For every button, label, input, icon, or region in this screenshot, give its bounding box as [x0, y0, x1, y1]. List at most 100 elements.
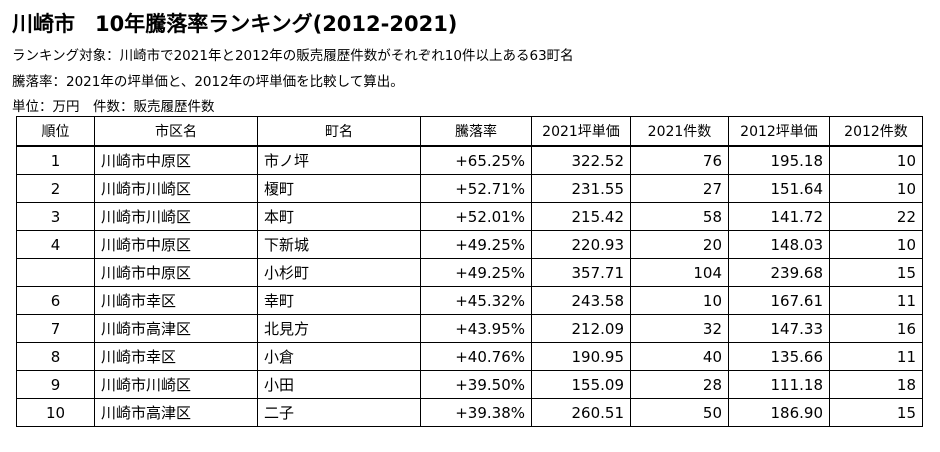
cell-2012-count: 10 — [829, 174, 923, 203]
cell-ward: 川崎市川崎区 — [94, 370, 258, 399]
cell-ward: 川崎市川崎区 — [94, 202, 258, 231]
cell-ward: 川崎市幸区 — [94, 286, 258, 315]
cell-2012-unit-price: 135.66 — [728, 342, 830, 371]
cell-town: 幸町 — [257, 286, 421, 315]
cell-ward: 川崎市幸区 — [94, 342, 258, 371]
cell-town: 小田 — [257, 370, 421, 399]
cell-2021-count: 10 — [630, 286, 729, 315]
cell-2021-unit-price: 357.71 — [531, 258, 631, 287]
cell-2012-count: 16 — [829, 314, 923, 343]
cell-town: 小倉 — [257, 342, 421, 371]
table-row: 3 川崎市川崎区 本町 +52.01% 215.42 58 141.72 22 — [16, 202, 923, 231]
cell-change-rate: +43.95% — [420, 314, 532, 343]
cell-2012-count: 11 — [829, 286, 923, 315]
cell-2021-unit-price: 190.95 — [531, 342, 631, 371]
table-row: 4 川崎市中原区 下新城 +49.25% 220.93 20 148.03 10 — [16, 230, 923, 259]
cell-2012-unit-price: 167.61 — [728, 286, 830, 315]
cell-2021-count: 27 — [630, 174, 729, 203]
cell-ward: 川崎市中原区 — [94, 258, 258, 287]
header-town: 町名 — [257, 116, 421, 147]
table-body: 1 川崎市中原区 市ノ坪 +65.25% 322.52 76 195.18 10 2 川崎市川崎区… — [16, 145, 923, 427]
cell-change-rate: +49.25% — [420, 258, 532, 287]
cell-2021-unit-price: 260.51 — [531, 398, 631, 427]
cell-2021-count: 40 — [630, 342, 729, 371]
cell-2012-unit-price: 111.18 — [728, 370, 830, 399]
table-row: 9 川崎市川崎区 小田 +39.50% 155.09 28 111.18 18 — [16, 370, 923, 399]
header-ward: 市区名 — [94, 116, 258, 147]
cell-2021-unit-price: 322.52 — [531, 145, 631, 175]
cell-2012-count: 15 — [829, 258, 923, 287]
cell-rank: 8 — [16, 342, 95, 371]
cell-rank — [16, 258, 95, 287]
cell-change-rate: +49.25% — [420, 230, 532, 259]
cell-2012-unit-price: 147.33 — [728, 314, 830, 343]
header-2012-unit-price: 2012坪単価 — [728, 116, 830, 147]
cell-2021-unit-price: 220.93 — [531, 230, 631, 259]
note-change-rate: 騰落率：2021年の坪単価と、2012年の坪単価を比較して算出。 — [12, 74, 404, 90]
cell-change-rate: +52.01% — [420, 202, 532, 231]
cell-town: 小杉町 — [257, 258, 421, 287]
header-change-rate: 騰落率 — [420, 116, 532, 147]
cell-town: 榎町 — [257, 174, 421, 203]
cell-2012-unit-price: 186.90 — [728, 398, 830, 427]
table-row: 6 川崎市幸区 幸町 +45.32% 243.58 10 167.61 11 — [16, 286, 923, 315]
cell-2012-count: 10 — [829, 145, 923, 175]
table-row: 8 川崎市幸区 小倉 +40.76% 190.95 40 135.66 11 — [16, 342, 923, 371]
cell-town: 本町 — [257, 202, 421, 231]
note-ranking-target: ランキング対象：川崎市で2021年と2012年の販売履歴件数がそれぞれ10件以上… — [12, 48, 574, 64]
table-row: 川崎市中原区 小杉町 +49.25% 357.71 104 239.68 15 — [16, 258, 923, 287]
cell-2012-unit-price: 148.03 — [728, 230, 830, 259]
cell-rank: 3 — [16, 202, 95, 231]
cell-rank: 9 — [16, 370, 95, 399]
cell-2021-unit-price: 215.42 — [531, 202, 631, 231]
cell-ward: 川崎市高津区 — [94, 314, 258, 343]
cell-rank: 10 — [16, 398, 95, 427]
cell-ward: 川崎市川崎区 — [94, 174, 258, 203]
cell-change-rate: +65.25% — [420, 145, 532, 175]
cell-change-rate: +40.76% — [420, 342, 532, 371]
table-row: 1 川崎市中原区 市ノ坪 +65.25% 322.52 76 195.18 10 — [16, 145, 923, 175]
header-2012-count: 2012件数 — [829, 116, 923, 147]
cell-2021-count: 28 — [630, 370, 729, 399]
cell-2021-count: 32 — [630, 314, 729, 343]
cell-rank: 1 — [16, 145, 95, 175]
cell-2021-count: 20 — [630, 230, 729, 259]
table-header-row: 順位 市区名 町名 騰落率 2021坪単価 2021件数 2012坪単価 201… — [16, 116, 923, 147]
cell-rank: 2 — [16, 174, 95, 203]
cell-2021-unit-price: 243.58 — [531, 286, 631, 315]
cell-2021-count: 104 — [630, 258, 729, 287]
cell-2021-unit-price: 155.09 — [531, 370, 631, 399]
cell-rank: 7 — [16, 314, 95, 343]
cell-2012-unit-price: 239.68 — [728, 258, 830, 287]
cell-change-rate: +45.32% — [420, 286, 532, 315]
header-rank: 順位 — [16, 116, 95, 147]
cell-2021-count: 50 — [630, 398, 729, 427]
title-city: 川崎市 — [12, 12, 75, 36]
table-row: 10 川崎市高津区 二子 +39.38% 260.51 50 186.90 15 — [16, 398, 923, 427]
cell-2012-count: 10 — [829, 230, 923, 259]
cell-2012-count: 15 — [829, 398, 923, 427]
cell-change-rate: +39.50% — [420, 370, 532, 399]
table-row: 2 川崎市川崎区 榎町 +52.71% 231.55 27 151.64 10 — [16, 174, 923, 203]
header-2021-unit-price: 2021坪単価 — [531, 116, 631, 147]
ranking-table: 順位 市区名 町名 騰落率 2021坪単価 2021件数 2012坪単価 201… — [16, 116, 923, 427]
page-title: 川崎市 10年騰落率ランキング(2012-2021) — [12, 8, 457, 38]
cell-town: 市ノ坪 — [257, 145, 421, 175]
cell-2021-unit-price: 212.09 — [531, 314, 631, 343]
cell-ward: 川崎市中原区 — [94, 230, 258, 259]
cell-2012-count: 11 — [829, 342, 923, 371]
cell-rank: 6 — [16, 286, 95, 315]
cell-2021-count: 58 — [630, 202, 729, 231]
cell-2012-count: 22 — [829, 202, 923, 231]
cell-ward: 川崎市高津区 — [94, 398, 258, 427]
cell-2021-unit-price: 231.55 — [531, 174, 631, 203]
title-main: 10年騰落率ランキング(2012-2021) — [95, 12, 458, 36]
cell-town: 二子 — [257, 398, 421, 427]
cell-2012-count: 18 — [829, 370, 923, 399]
note-units: 単位：万円 件数：販売履歴件数 — [12, 99, 215, 115]
cell-change-rate: +52.71% — [420, 174, 532, 203]
cell-change-rate: +39.38% — [420, 398, 532, 427]
cell-rank: 4 — [16, 230, 95, 259]
cell-town: 下新城 — [257, 230, 421, 259]
